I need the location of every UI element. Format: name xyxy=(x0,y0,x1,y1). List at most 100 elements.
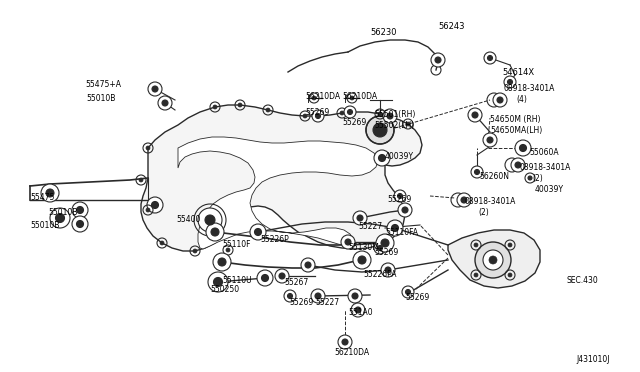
Circle shape xyxy=(504,76,516,88)
Circle shape xyxy=(520,144,527,151)
Circle shape xyxy=(312,110,324,122)
Text: 55475+A: 55475+A xyxy=(85,80,121,89)
Circle shape xyxy=(214,278,223,286)
Circle shape xyxy=(315,293,321,299)
Circle shape xyxy=(406,122,410,126)
Text: 55269: 55269 xyxy=(289,298,313,307)
Circle shape xyxy=(484,52,496,64)
Text: 55227: 55227 xyxy=(358,222,382,231)
Circle shape xyxy=(406,289,410,295)
Polygon shape xyxy=(178,137,378,249)
Circle shape xyxy=(287,294,292,298)
Circle shape xyxy=(218,258,226,266)
Text: 55269: 55269 xyxy=(342,118,366,127)
Circle shape xyxy=(345,239,351,245)
Text: 55267: 55267 xyxy=(284,278,308,287)
Circle shape xyxy=(374,150,390,166)
Circle shape xyxy=(381,239,389,247)
Circle shape xyxy=(206,223,224,241)
Circle shape xyxy=(146,208,150,212)
Circle shape xyxy=(213,253,231,271)
Circle shape xyxy=(338,335,352,349)
Text: 54614X: 54614X xyxy=(502,68,534,77)
Circle shape xyxy=(383,109,397,123)
Text: 56210DA: 56210DA xyxy=(334,348,369,357)
Circle shape xyxy=(266,108,270,112)
Circle shape xyxy=(351,303,365,317)
Circle shape xyxy=(340,111,344,115)
Circle shape xyxy=(147,197,163,213)
Circle shape xyxy=(511,158,525,172)
Circle shape xyxy=(316,113,321,119)
Circle shape xyxy=(475,242,511,278)
Circle shape xyxy=(397,193,403,199)
Text: 56260N: 56260N xyxy=(479,172,509,181)
Text: 55269: 55269 xyxy=(374,248,398,257)
Circle shape xyxy=(342,339,348,345)
Circle shape xyxy=(152,86,158,92)
Circle shape xyxy=(348,109,353,115)
Circle shape xyxy=(387,113,393,119)
Circle shape xyxy=(508,80,513,84)
Circle shape xyxy=(284,290,296,302)
Circle shape xyxy=(213,105,217,109)
Circle shape xyxy=(357,215,363,221)
Text: 55269: 55269 xyxy=(387,195,412,204)
Circle shape xyxy=(226,248,230,252)
Circle shape xyxy=(46,189,54,197)
Text: (2): (2) xyxy=(532,174,543,183)
Circle shape xyxy=(376,234,394,252)
Circle shape xyxy=(353,211,367,225)
Text: 551A0: 551A0 xyxy=(348,308,372,317)
Circle shape xyxy=(497,97,503,103)
Circle shape xyxy=(474,243,478,247)
Text: 55110F: 55110F xyxy=(222,240,250,249)
Text: 54650MA(LH): 54650MA(LH) xyxy=(490,126,542,135)
Circle shape xyxy=(398,203,412,217)
Text: 54650M (RH): 54650M (RH) xyxy=(490,115,541,124)
Text: 55269: 55269 xyxy=(305,108,329,117)
Text: (2): (2) xyxy=(478,208,489,217)
Circle shape xyxy=(139,178,143,182)
Circle shape xyxy=(528,176,532,180)
Text: 55110U: 55110U xyxy=(222,276,252,285)
Text: 55502(LH): 55502(LH) xyxy=(374,121,414,130)
Circle shape xyxy=(468,108,482,122)
Circle shape xyxy=(474,273,478,277)
Text: (4): (4) xyxy=(516,95,527,104)
Circle shape xyxy=(355,307,361,313)
Circle shape xyxy=(305,262,311,268)
Circle shape xyxy=(431,53,445,67)
Text: 08918-3401A: 08918-3401A xyxy=(465,197,516,206)
Circle shape xyxy=(160,241,164,245)
Circle shape xyxy=(358,256,366,264)
Circle shape xyxy=(402,286,414,298)
Circle shape xyxy=(257,270,273,286)
Text: 08918-3401A: 08918-3401A xyxy=(504,84,556,93)
Circle shape xyxy=(250,224,266,240)
Circle shape xyxy=(311,289,325,303)
Circle shape xyxy=(487,137,493,143)
Circle shape xyxy=(508,243,512,247)
Circle shape xyxy=(56,214,65,222)
Circle shape xyxy=(387,220,403,236)
Circle shape xyxy=(373,123,387,137)
Text: 55010B: 55010B xyxy=(48,208,77,217)
Circle shape xyxy=(483,133,497,147)
Circle shape xyxy=(381,263,395,277)
Circle shape xyxy=(77,206,83,214)
Circle shape xyxy=(312,96,316,100)
Text: 550250: 550250 xyxy=(210,285,239,294)
Circle shape xyxy=(350,96,354,100)
Polygon shape xyxy=(448,230,540,288)
Circle shape xyxy=(341,235,355,249)
Circle shape xyxy=(77,221,83,228)
Text: 55226P: 55226P xyxy=(260,235,289,244)
Circle shape xyxy=(238,103,242,107)
Text: 56230: 56230 xyxy=(370,28,397,37)
Circle shape xyxy=(255,228,262,235)
Circle shape xyxy=(525,173,535,183)
Circle shape xyxy=(152,202,159,208)
Circle shape xyxy=(394,190,406,202)
Circle shape xyxy=(303,114,307,118)
